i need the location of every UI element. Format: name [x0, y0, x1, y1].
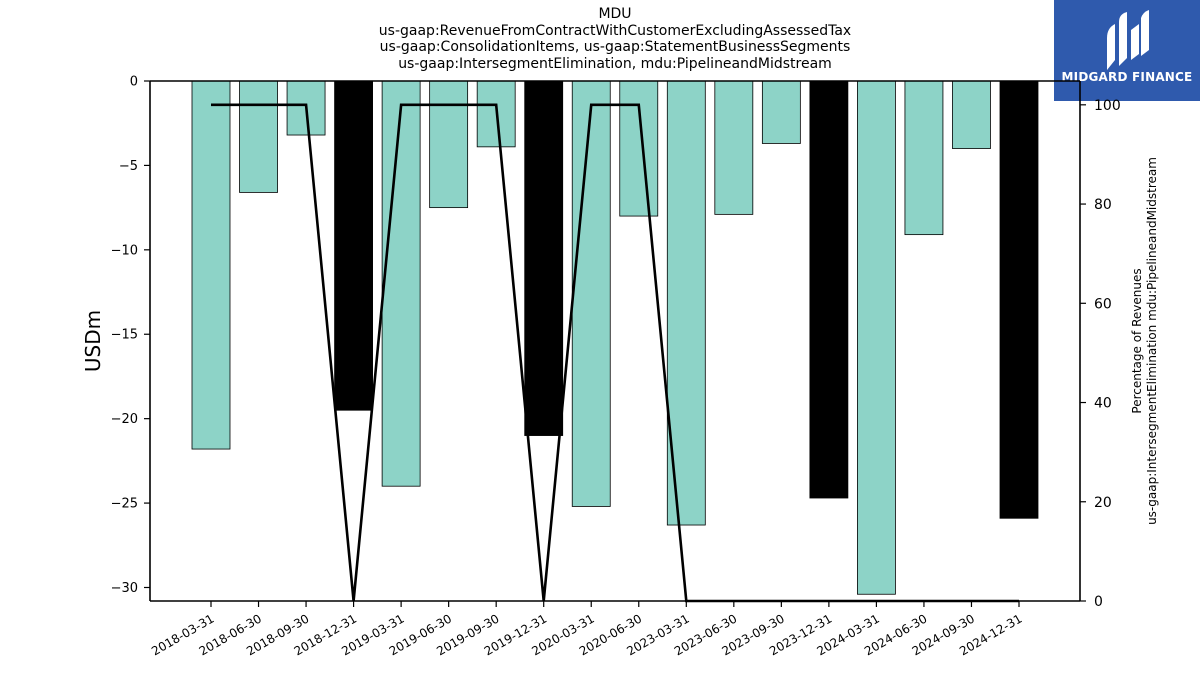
bar-2024-09-30 [952, 80, 991, 149]
bar-2024-12-31 [999, 80, 1039, 519]
bars-group [191, 80, 1039, 595]
title-line-3: us-gaap:ConsolidationItems, us-gaap:Stat… [379, 39, 851, 55]
bar-2024-06-30 [904, 80, 944, 236]
bar-2023-12-31 [809, 80, 849, 499]
bar-2023-09-30 [761, 80, 801, 144]
line-group [211, 103, 1019, 603]
bar-2020-03-31 [571, 80, 611, 507]
y2-tick-label: 40 [1094, 396, 1112, 412]
title-line-2: us-gaap:RevenueFromContractWithCustomerE… [378, 22, 852, 39]
title-line-4: us-gaap:IntersegmentElimination, mdu:Pip… [398, 55, 832, 72]
y-tick-label: −10 [111, 243, 138, 258]
bar-2020-06-30 [619, 80, 659, 217]
y-tick-label: 0 [130, 75, 138, 90]
y2-axis-label-line-1: Percentage of Revenues [1130, 268, 1144, 413]
y-axis-label: USDm [81, 310, 105, 372]
y-tick-label: −5 [119, 159, 138, 174]
y-tick-label: −20 [111, 412, 138, 427]
chart-title: MDU us-gaap:RevenueFromContractWithCusto… [0, 6, 1200, 72]
y-tick-label: −30 [111, 581, 138, 596]
y2-axis-label-line-2: us-gaap:IntersegmentElimination mdu:Pipe… [1145, 157, 1159, 525]
title-line-1: MDU [598, 6, 632, 22]
y2-tick-label: 0 [1094, 594, 1103, 610]
logo-text: MIDGARD FINANCE [1061, 70, 1193, 84]
brand-logo: MIDGARD FINANCE [1054, 0, 1200, 101]
y2-tick-label: 80 [1094, 197, 1112, 213]
bar-2018-03-31 [191, 80, 231, 450]
right-axis-ticks: 0 20 40 60 80 100 [1080, 98, 1121, 610]
bar-2019-06-30 [429, 80, 469, 209]
bar-2018-06-30 [239, 80, 278, 193]
left-axis-ticks: 0 −5 −10 −15 −20 −25 −30 [111, 75, 150, 596]
y-tick-label: −15 [111, 328, 138, 343]
bar-2018-12-31 [334, 80, 373, 411]
y2-tick-label: 100 [1094, 98, 1121, 114]
bar-2024-03-31 [857, 80, 896, 595]
bar-2019-03-31 [381, 80, 421, 487]
percentage-line [211, 103, 1019, 603]
axes-group [149, 80, 1081, 602]
logo-mark-icon [1107, 10, 1149, 70]
bar-2023-06-30 [714, 80, 754, 215]
y-tick-label: −25 [111, 497, 138, 512]
bar-2019-12-31 [524, 80, 564, 436]
x-axis-ticks: 2018-03-312018-06-302018-09-302018-12-31… [149, 601, 1025, 658]
y2-tick-label: 20 [1094, 495, 1112, 511]
y2-tick-label: 60 [1094, 296, 1112, 312]
